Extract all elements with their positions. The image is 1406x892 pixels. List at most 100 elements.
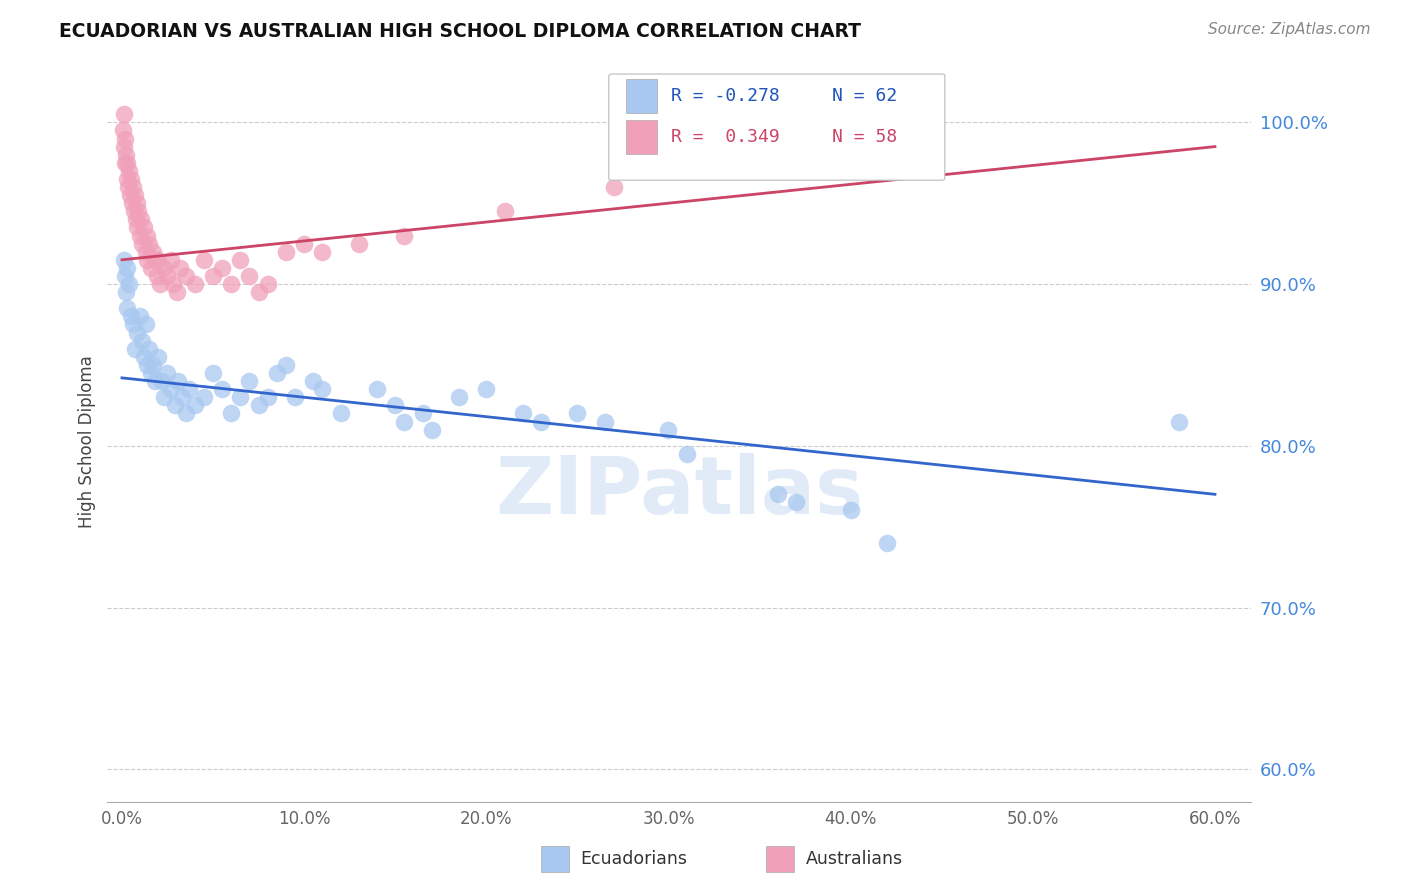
Point bbox=[292, 236, 315, 251]
Point bbox=[447, 390, 470, 404]
Point bbox=[118, 164, 141, 178]
Point bbox=[284, 390, 307, 404]
Y-axis label: High School Diploma: High School Diploma bbox=[79, 355, 96, 528]
Point bbox=[122, 318, 145, 332]
Point bbox=[112, 139, 135, 153]
Point bbox=[394, 228, 416, 243]
Point bbox=[122, 180, 145, 194]
Point bbox=[184, 398, 207, 412]
Point bbox=[153, 260, 176, 275]
Point bbox=[117, 301, 139, 316]
Point bbox=[163, 398, 186, 412]
Point bbox=[129, 228, 152, 243]
Point bbox=[193, 390, 215, 404]
Point bbox=[114, 131, 136, 145]
Point bbox=[475, 382, 498, 396]
Text: ECUADORIAN VS AUSTRALIAN HIGH SCHOOL DIPLOMA CORRELATION CHART: ECUADORIAN VS AUSTRALIAN HIGH SCHOOL DIP… bbox=[59, 22, 860, 41]
Point bbox=[167, 374, 190, 388]
Point bbox=[219, 277, 242, 291]
Point bbox=[150, 374, 173, 388]
Point bbox=[120, 188, 142, 202]
Point bbox=[311, 244, 333, 259]
Point bbox=[132, 350, 155, 364]
Point bbox=[148, 350, 170, 364]
Point bbox=[274, 358, 297, 372]
Point bbox=[202, 366, 225, 380]
Point bbox=[162, 277, 184, 291]
Point bbox=[120, 172, 142, 186]
Point bbox=[603, 180, 626, 194]
Point bbox=[143, 252, 166, 267]
Point bbox=[229, 252, 252, 267]
Point bbox=[139, 366, 162, 380]
Point bbox=[114, 285, 136, 300]
Point bbox=[115, 260, 138, 275]
Point bbox=[593, 415, 616, 429]
Point bbox=[256, 277, 278, 291]
Point bbox=[512, 407, 534, 421]
Point bbox=[115, 172, 138, 186]
Point bbox=[211, 382, 233, 396]
Point bbox=[266, 366, 288, 380]
Point bbox=[136, 252, 159, 267]
Point bbox=[156, 366, 179, 380]
Point bbox=[145, 268, 167, 283]
Point bbox=[1167, 415, 1189, 429]
Point bbox=[153, 390, 176, 404]
Point bbox=[412, 407, 434, 421]
Point bbox=[124, 188, 146, 202]
Point bbox=[329, 407, 352, 421]
Point bbox=[118, 277, 141, 291]
Point bbox=[125, 326, 148, 340]
Text: Source: ZipAtlas.com: Source: ZipAtlas.com bbox=[1208, 22, 1371, 37]
Text: R = -0.278: R = -0.278 bbox=[671, 87, 779, 105]
Point bbox=[135, 244, 157, 259]
Point bbox=[247, 398, 270, 412]
Text: R =  0.349: R = 0.349 bbox=[671, 128, 779, 146]
Point bbox=[131, 236, 153, 251]
Point bbox=[124, 212, 146, 227]
Point bbox=[366, 382, 388, 396]
Point bbox=[170, 390, 193, 404]
Point bbox=[675, 447, 697, 461]
Point bbox=[132, 220, 155, 235]
Point bbox=[394, 415, 416, 429]
Text: ZIPatlas: ZIPatlas bbox=[495, 453, 863, 531]
Point bbox=[122, 204, 145, 219]
Point bbox=[384, 398, 406, 412]
Point bbox=[135, 228, 157, 243]
Point bbox=[142, 244, 165, 259]
Point bbox=[127, 204, 149, 219]
Point bbox=[138, 236, 160, 251]
Point bbox=[193, 252, 215, 267]
Point bbox=[160, 382, 183, 396]
Text: Ecuadorians: Ecuadorians bbox=[581, 850, 688, 868]
Text: N = 58: N = 58 bbox=[832, 128, 897, 146]
Point bbox=[142, 358, 165, 372]
Point bbox=[657, 423, 679, 437]
Point bbox=[127, 220, 149, 235]
Point bbox=[148, 252, 170, 267]
Point bbox=[247, 285, 270, 300]
Point bbox=[311, 382, 333, 396]
Text: Australians: Australians bbox=[806, 850, 903, 868]
Point bbox=[131, 334, 153, 348]
Point bbox=[567, 407, 589, 421]
Point bbox=[494, 204, 516, 219]
Point bbox=[114, 147, 136, 161]
Point bbox=[111, 123, 134, 137]
Point bbox=[112, 107, 135, 121]
Point bbox=[256, 390, 278, 404]
Point bbox=[169, 260, 191, 275]
Point bbox=[839, 503, 862, 517]
Point bbox=[160, 252, 183, 267]
Point bbox=[174, 268, 197, 283]
Point bbox=[420, 423, 443, 437]
Point bbox=[766, 487, 789, 501]
Point bbox=[121, 196, 143, 211]
Point bbox=[138, 342, 160, 356]
Point bbox=[274, 244, 297, 259]
Point bbox=[748, 139, 770, 153]
Point bbox=[120, 310, 142, 324]
Point bbox=[876, 536, 898, 550]
